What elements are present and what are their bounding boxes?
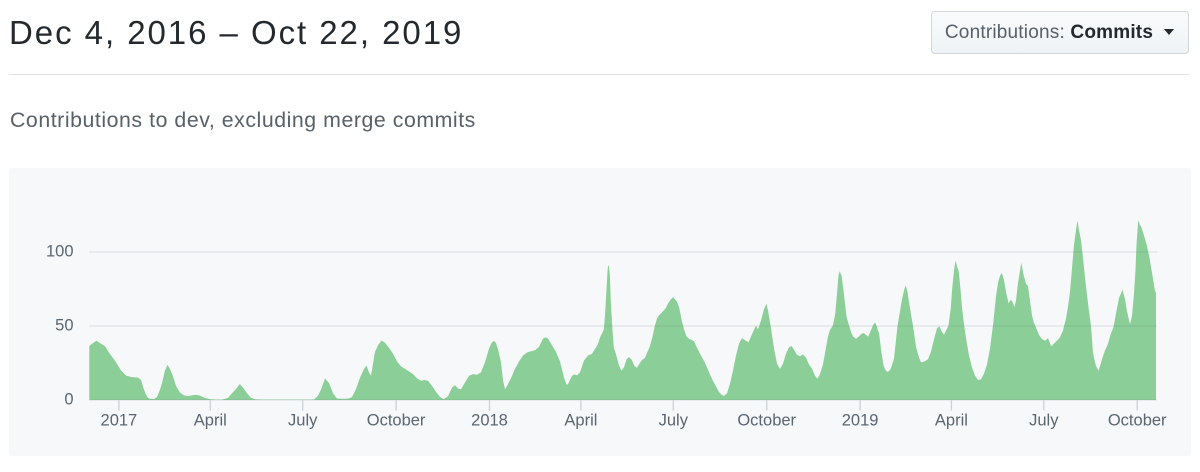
svg-text:July: July — [659, 412, 689, 430]
svg-text:April: April — [564, 412, 597, 430]
svg-text:October: October — [737, 412, 796, 430]
svg-text:October: October — [1108, 412, 1167, 430]
svg-text:2018: 2018 — [471, 412, 508, 430]
svg-text:July: July — [288, 412, 318, 430]
svg-text:April: April — [194, 412, 227, 430]
svg-text:0: 0 — [64, 391, 73, 409]
svg-text:April: April — [935, 412, 968, 430]
svg-text:50: 50 — [55, 317, 73, 335]
svg-text:2017: 2017 — [101, 412, 138, 430]
svg-text:100: 100 — [46, 243, 74, 261]
svg-text:July: July — [1029, 412, 1059, 430]
svg-text:October: October — [367, 412, 426, 430]
svg-text:2019: 2019 — [842, 412, 879, 430]
